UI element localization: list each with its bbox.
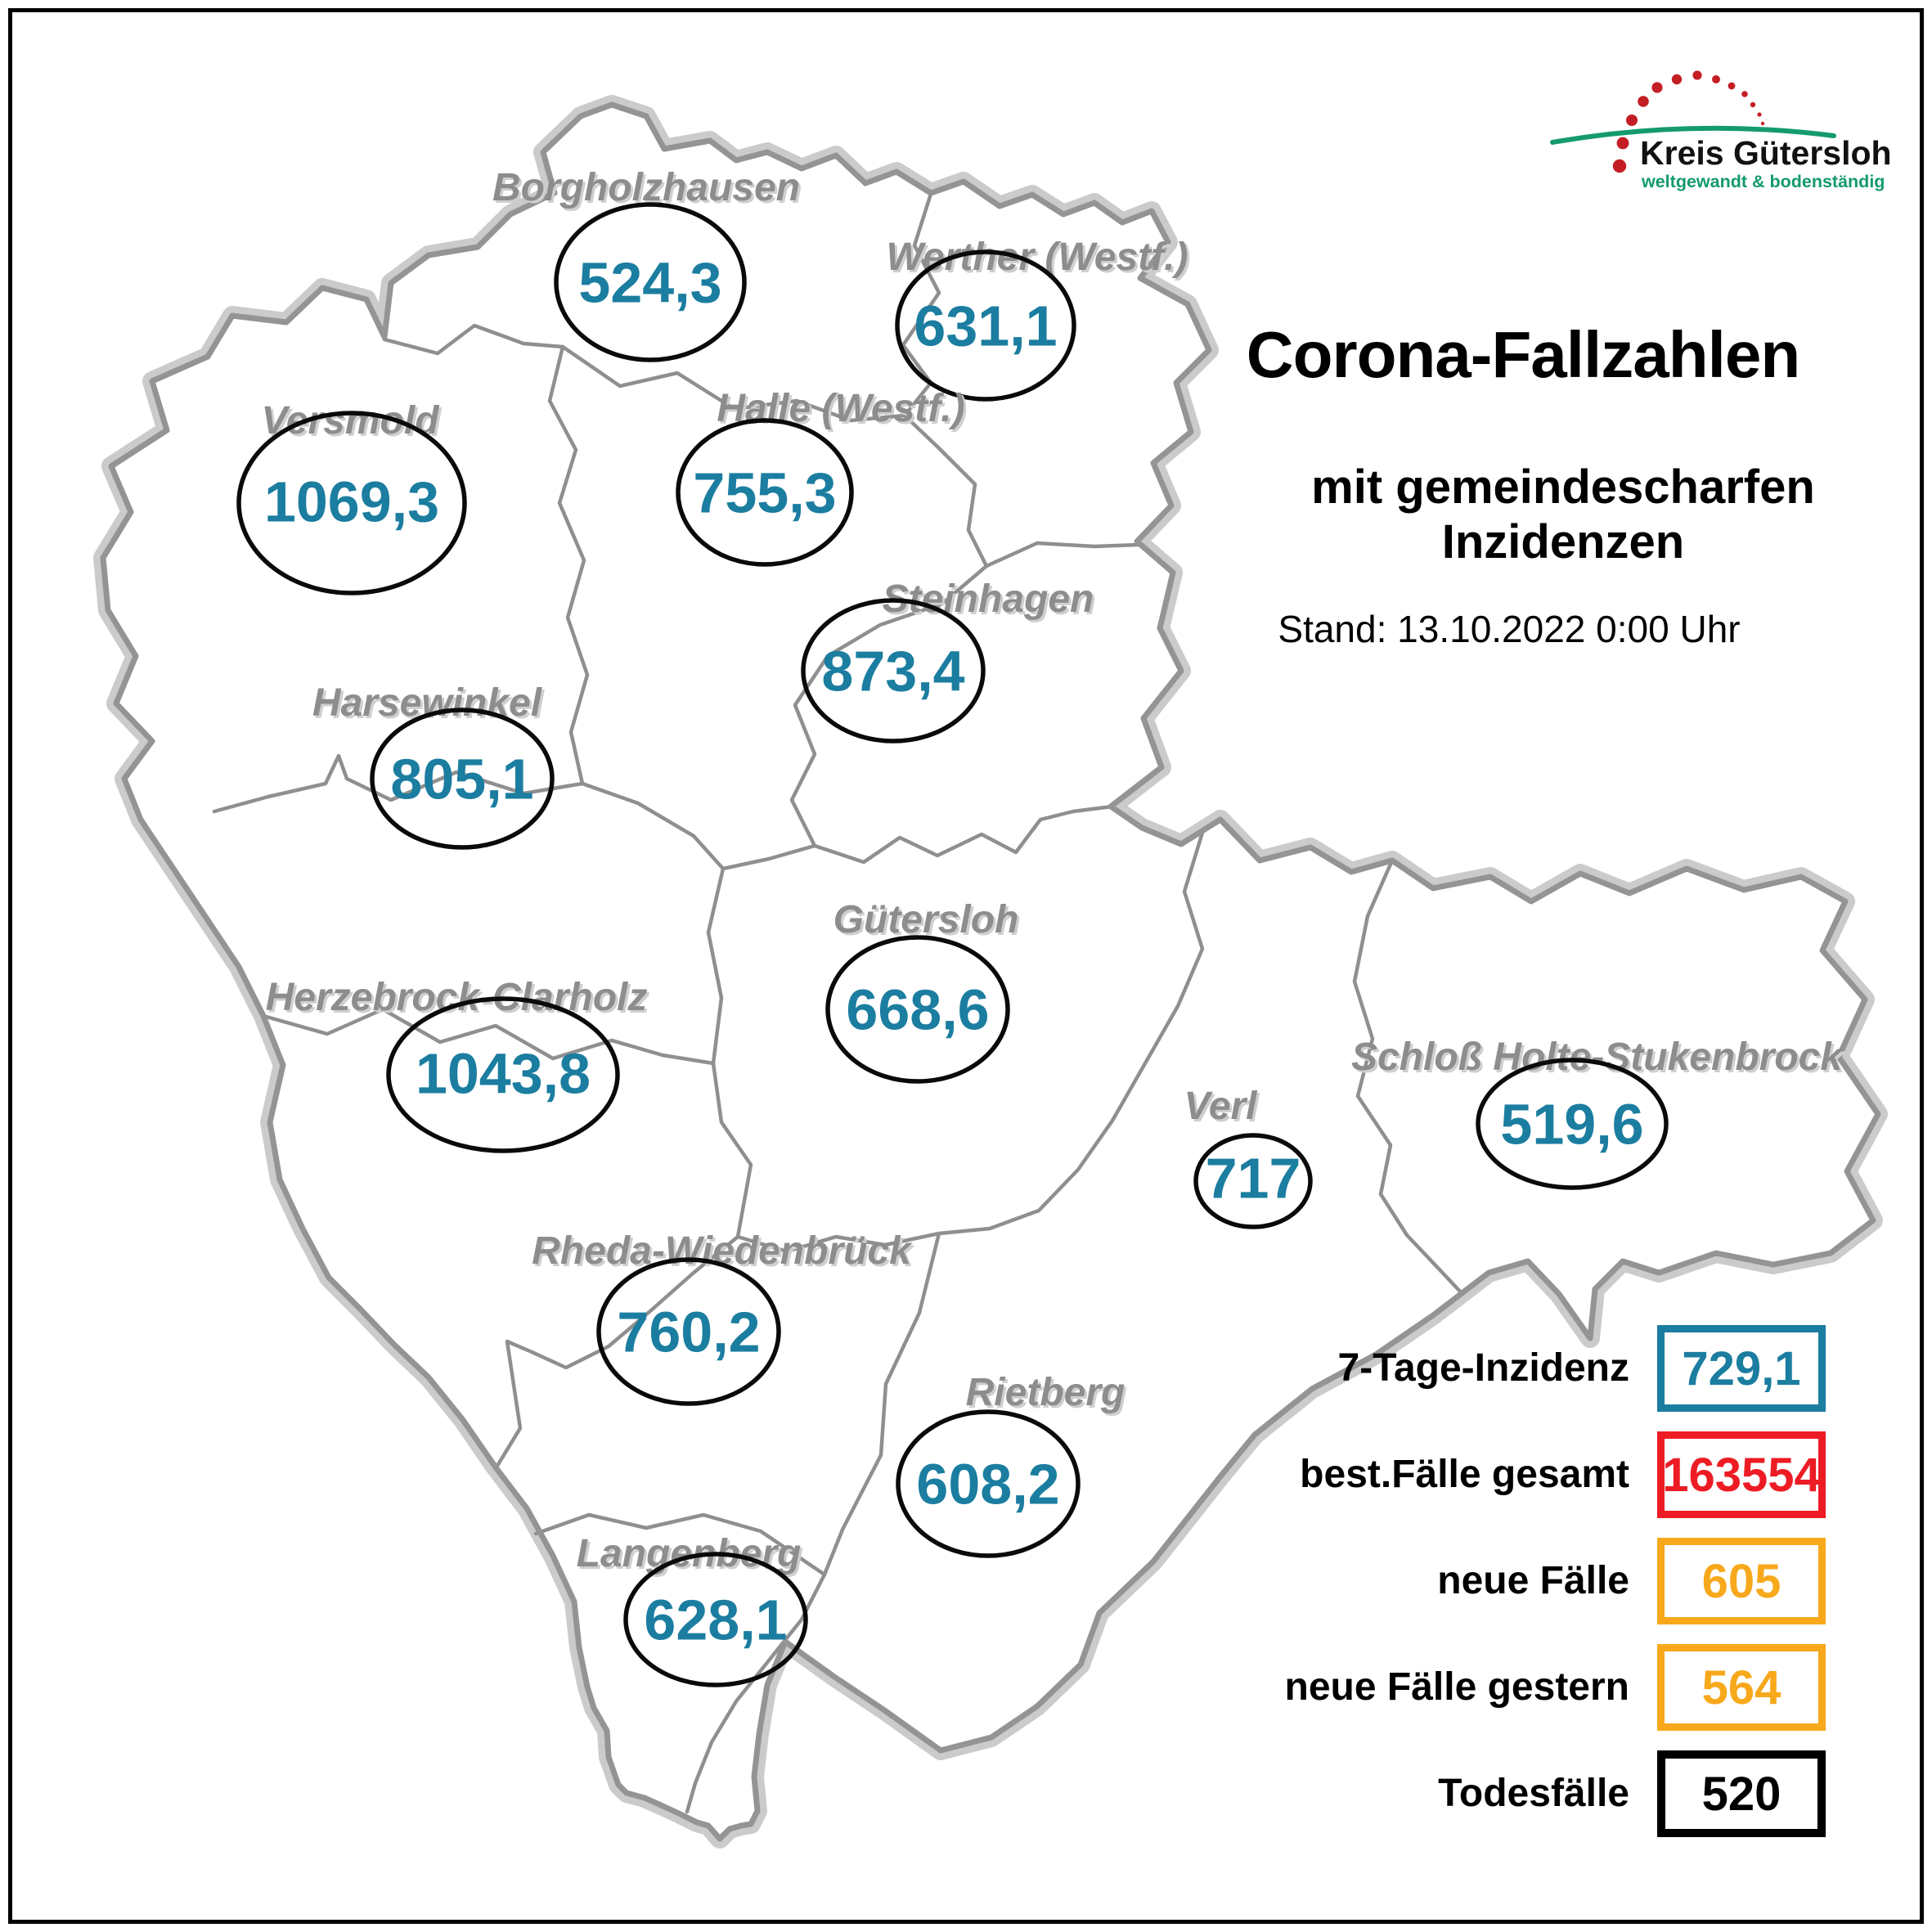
municipality-label: Borgholzhausen <box>492 166 800 209</box>
municipality-label-shadow: Herzebrock-Clarholz <box>268 978 650 1022</box>
logo-dots-arc-icon <box>1612 70 1765 173</box>
incidence-value: 524,3 <box>578 251 721 315</box>
district-outline <box>100 101 1881 1842</box>
legend-label-3: neue Fälle gestern <box>1284 1665 1629 1709</box>
incidence-ellipse <box>896 1409 1081 1558</box>
incidence-value: 1043,8 <box>416 1041 591 1105</box>
logo-swoosh-icon <box>1550 125 1836 145</box>
incidence-value: 668,6 <box>846 978 989 1042</box>
incidence-ellipse <box>825 935 1010 1084</box>
incidence-value: 805,1 <box>390 748 533 811</box>
municipality-label: Rietberg <box>966 1371 1126 1414</box>
incidence-ellipse <box>370 708 555 850</box>
municipality-label: Versmold <box>262 399 441 443</box>
district-outline-group <box>93 95 1888 1849</box>
legend-value-box-0: 729,1 <box>1657 1325 1826 1412</box>
status-timestamp: Stand: 13.10.2022 0:00 Uhr <box>1278 608 1741 650</box>
municipality-label-shadow: Verl <box>1187 1087 1261 1130</box>
municipality-label-shadow: Halle (Westf.) <box>719 389 967 433</box>
incidence-value: 608,2 <box>916 1453 1059 1516</box>
legend-label-4: Todesfälle <box>1438 1772 1629 1815</box>
incidence-ellipse <box>676 418 854 567</box>
legend-label-0: 7-Tage-Inzidenz <box>1337 1346 1629 1390</box>
incidence-ellipse <box>895 249 1076 402</box>
municipality-label: Schloß Holte-Stukenbrock <box>1351 1036 1844 1079</box>
incidence-value: 760,2 <box>617 1301 760 1364</box>
incidence-ellipse <box>623 1552 808 1687</box>
municipality-label: Langenberg <box>577 1532 802 1575</box>
logo-graphic <box>1550 70 1836 173</box>
logo-name: Kreis Gütersloh <box>1640 134 1892 172</box>
incidence-value: 628,1 <box>644 1588 787 1652</box>
incidence-value: 519,6 <box>1500 1093 1643 1157</box>
incidence-ellipse <box>554 202 747 362</box>
municipality-label: Werther (Westf.) <box>887 236 1188 279</box>
district-fill <box>103 105 1878 1839</box>
municipality-halle-westf-: Halle (Westf.)Halle (Westf.)755,3 <box>676 387 968 567</box>
incidence-ellipse <box>386 996 620 1153</box>
legend-value-box-4: 520 <box>1657 1750 1826 1837</box>
incidence-ellipse <box>1476 1058 1669 1190</box>
municipality-label-shadow: Versmold <box>264 402 443 445</box>
incidence-ellipse <box>236 411 467 595</box>
incidence-value: 755,3 <box>693 461 836 525</box>
kreis-guetersloh-logo: Kreis Gütersloh weltgewandt & bodenständ… <box>1538 49 1898 221</box>
incidence-ellipse <box>1193 1133 1313 1229</box>
municipality-label: Herzebrock-Clarholz <box>266 976 648 1019</box>
page-subtitle: mit gemeindescharfen Inzidenzen <box>1311 461 1815 568</box>
legend-value-box-3: 564 <box>1657 1644 1826 1731</box>
municipality-werther-westf-: Werther (Westf.)Werther (Westf.)631,1 <box>887 236 1191 402</box>
incidence-value: 717 <box>1206 1146 1301 1210</box>
municipality-label: Verl <box>1184 1085 1259 1128</box>
incidence-value: 1069,3 <box>264 470 439 533</box>
incidence-value: 873,4 <box>821 640 964 703</box>
municipality-herzebrock-clarholz: Herzebrock-ClarholzHerzebrock-Clarholz10… <box>266 976 650 1153</box>
municipality-label: Halle (Westf.) <box>717 387 964 430</box>
municipality-label-shadow: Schloß Holte-Stukenbrock <box>1354 1038 1846 1081</box>
legend-label-2: neue Fälle <box>1437 1559 1629 1602</box>
municipality-label: Steinhagen <box>883 577 1094 621</box>
legend-label-1: best.Fälle gesamt <box>1300 1453 1629 1496</box>
incidence-ellipse <box>801 598 986 744</box>
municipality-label-shadow: Rietberg <box>968 1373 1128 1417</box>
municipality-label: Gütersloh <box>833 898 1019 941</box>
logo-tagline: weltgewandt & bodenständig <box>1642 172 1885 191</box>
municipality-label-shadow: Werther (Westf.) <box>889 238 1191 281</box>
legend-value-box-2: 605 <box>1657 1538 1826 1624</box>
incidence-ellipse <box>596 1257 781 1406</box>
page-title: Corona-Fallzahlen <box>1246 318 1800 391</box>
legend-value-box-1: 163554 <box>1657 1431 1826 1518</box>
municipal-borders <box>212 191 1465 1814</box>
incidence-value: 631,1 <box>914 294 1057 358</box>
